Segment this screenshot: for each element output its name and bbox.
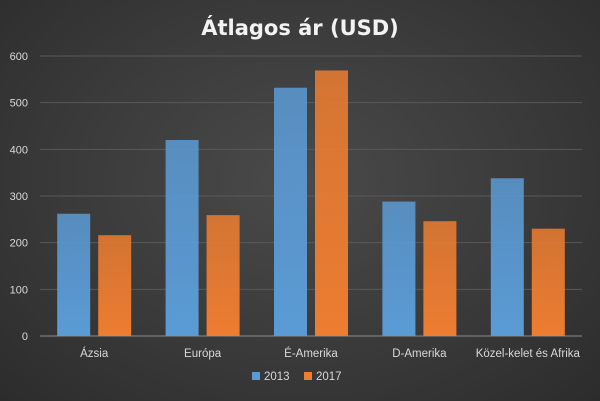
- y-tick-label: 0: [22, 331, 28, 343]
- x-category-label: D-Amerika: [392, 348, 447, 360]
- legend-label-2013: 2013: [264, 371, 290, 383]
- y-tick-label: 600: [10, 51, 28, 63]
- x-category-label: Közel-kelet és Afrika: [476, 348, 581, 360]
- y-axis-ticks: 0 100 200 300 400 500 600: [10, 51, 28, 343]
- legend-swatch-2017: [304, 372, 312, 380]
- bar-2017-1: [206, 215, 240, 336]
- bars: [57, 70, 565, 336]
- legend-label-2017: 2017: [316, 371, 342, 383]
- y-tick-label: 100: [10, 284, 28, 296]
- bar-2017-2: [315, 70, 348, 336]
- y-tick-label: 400: [10, 144, 28, 156]
- x-category-label: É-Amerika: [284, 347, 338, 360]
- legend: 2013 2017: [252, 371, 342, 383]
- y-tick-label: 500: [10, 98, 28, 110]
- bar-2013-3: [382, 201, 416, 336]
- y-tick-label: 200: [10, 238, 28, 250]
- bar-2017-0: [98, 235, 132, 336]
- bar-2013-0: [57, 213, 91, 336]
- x-category-label: Ázsia: [80, 347, 109, 360]
- bar-2017-3: [423, 221, 457, 336]
- x-axis-categories: Ázsia Európa É-Amerika D-Amerika Közel-kelet…: [80, 347, 580, 360]
- bar-2013-4: [490, 178, 524, 336]
- y-tick-label: 300: [10, 191, 28, 203]
- bar-2017-4: [531, 228, 565, 336]
- chart-title: Átlagos ár (USD): [201, 15, 399, 40]
- x-category-label: Európa: [184, 348, 222, 360]
- bar-2013-1: [165, 140, 199, 336]
- legend-swatch-2013: [252, 372, 260, 380]
- bar-2013-2: [274, 87, 307, 336]
